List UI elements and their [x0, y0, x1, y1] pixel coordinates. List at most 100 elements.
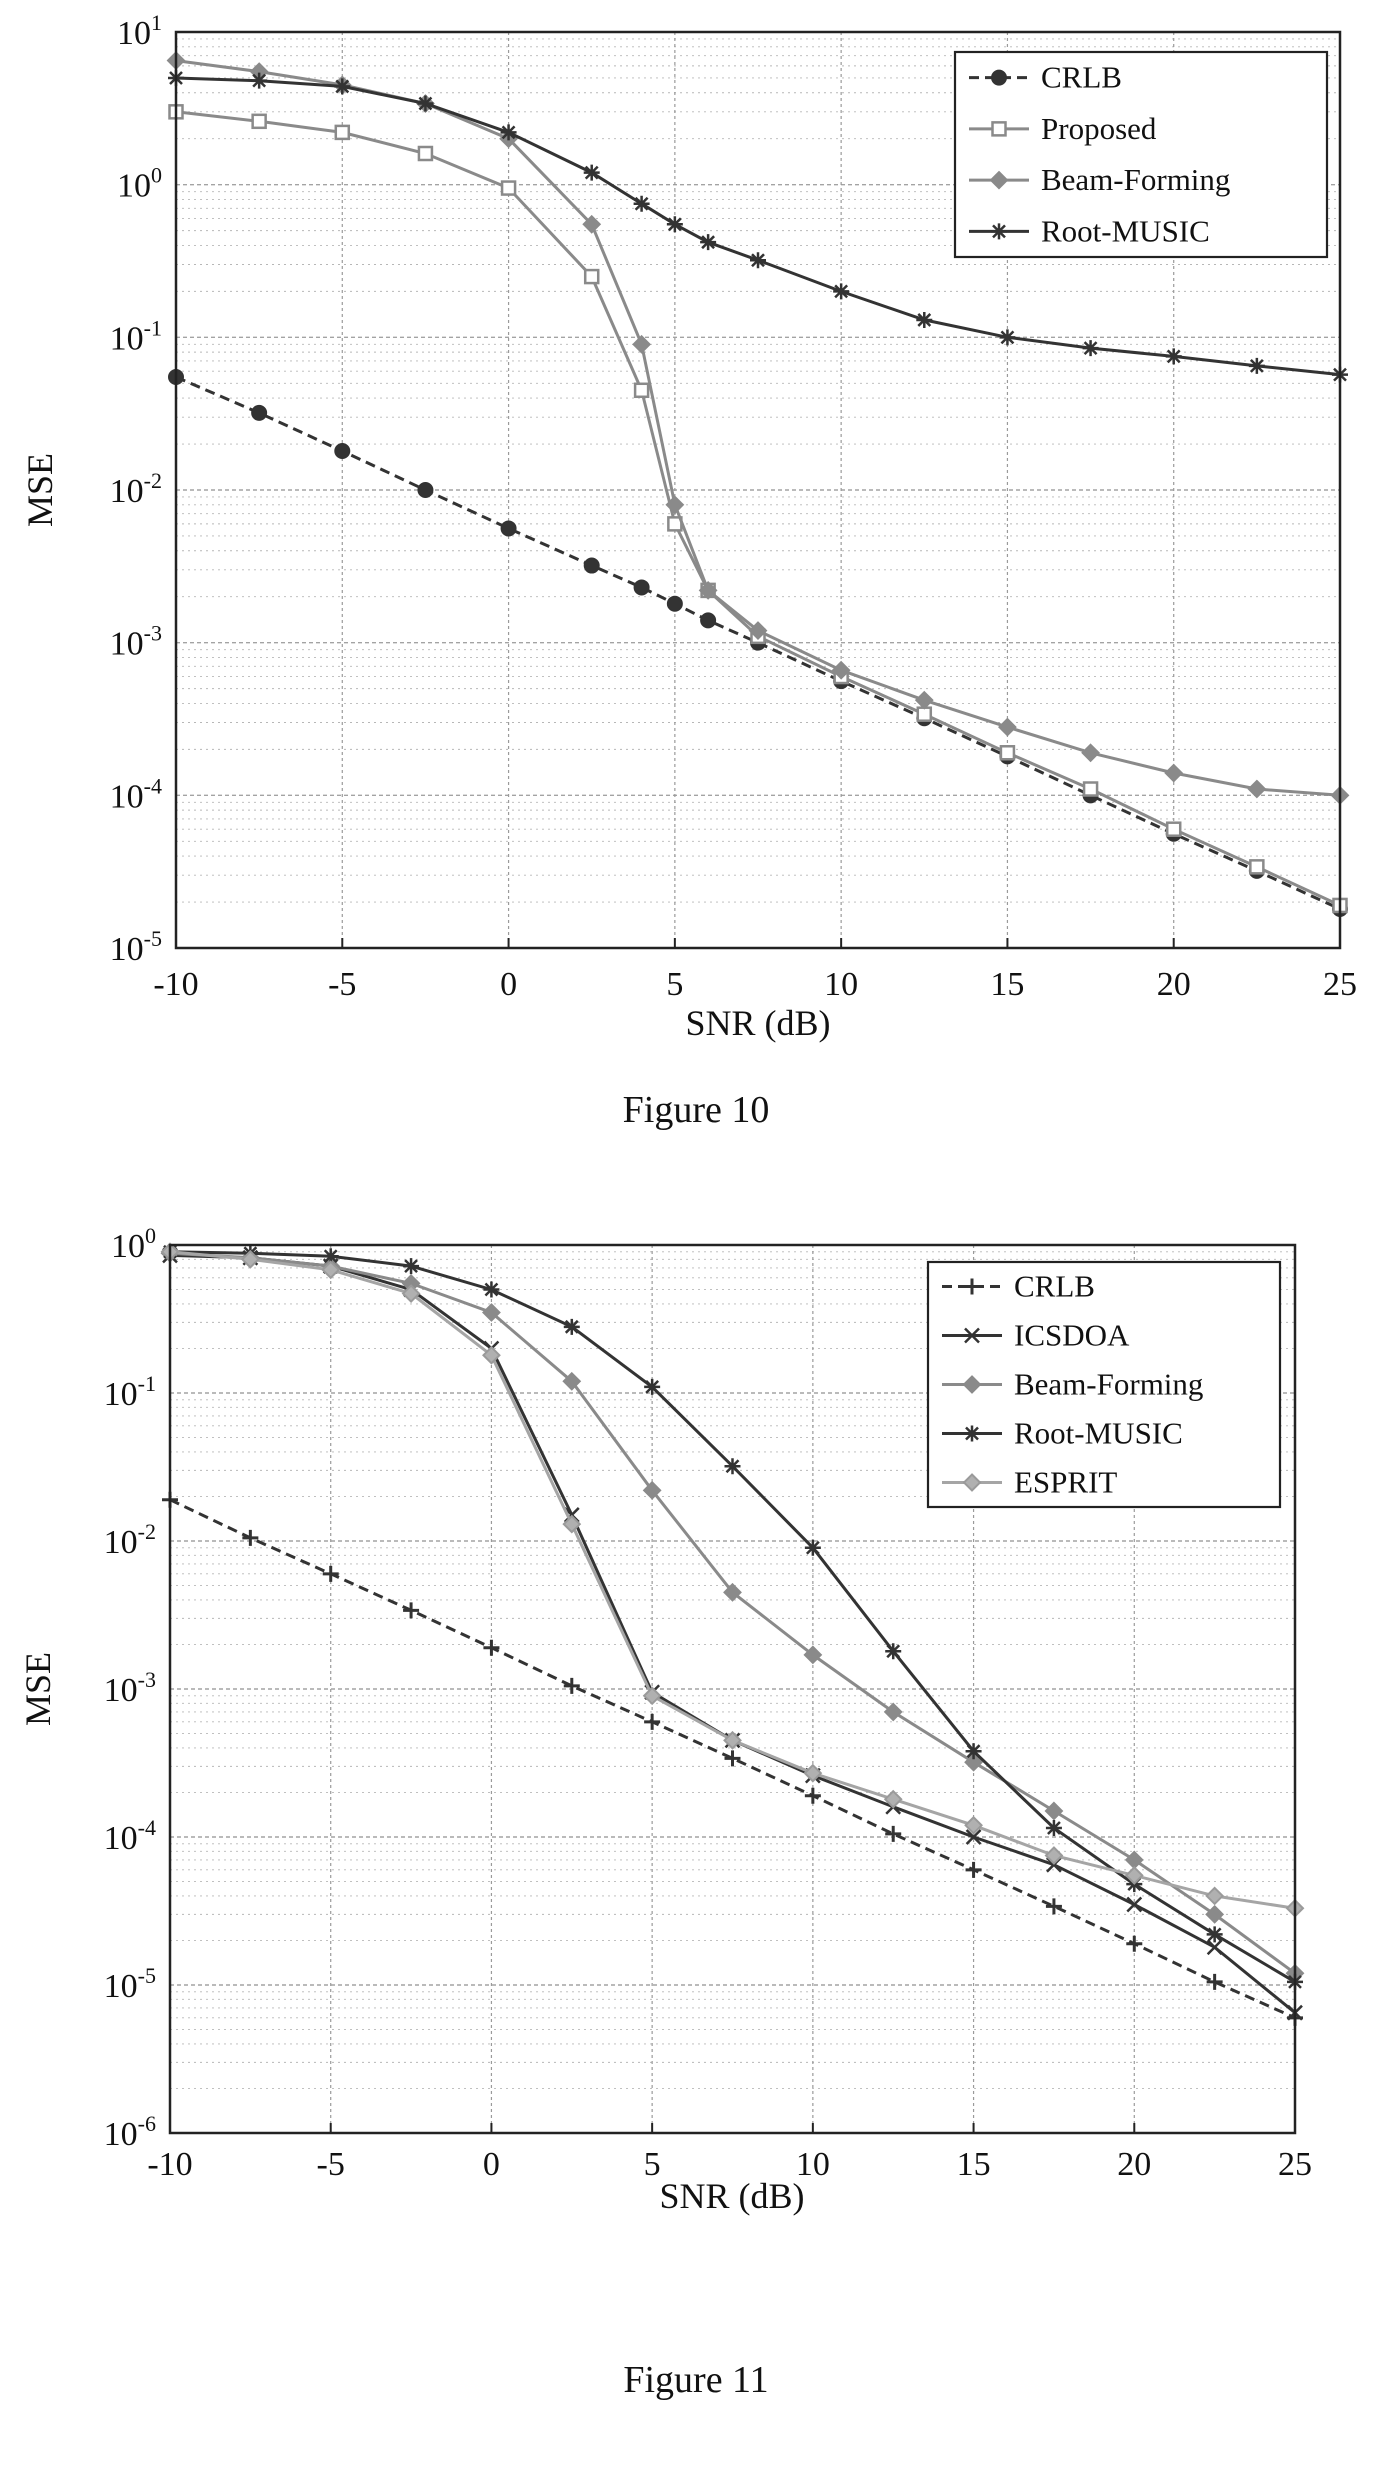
y-tick-label: 10-6	[104, 2111, 156, 2153]
legend-swatch-marker	[991, 69, 1007, 86]
data-point	[482, 1345, 501, 1365]
data-point	[1164, 763, 1184, 783]
y-axis-label: MSE	[20, 453, 60, 527]
legend: CRLB Proposed Beam-Forming Root-MUSIC	[953, 50, 1329, 259]
y-tick-label: 10-2	[110, 468, 162, 510]
data-point	[1082, 340, 1099, 357]
data-point	[1205, 1886, 1225, 1906]
y-tick-label: 10-3	[104, 1667, 156, 1709]
data-point	[1044, 1846, 1064, 1865]
legend-swatch-marker	[964, 1327, 980, 1344]
data-point	[1045, 1820, 1062, 1837]
data-point	[999, 329, 1016, 346]
series-line	[169, 1498, 1296, 2020]
legend-label: ESPRIT	[1014, 1465, 1117, 1500]
plot-frame	[174, 30, 1342, 950]
data-point	[321, 1260, 341, 1280]
data-point	[563, 1318, 580, 1335]
data-point	[833, 283, 850, 300]
data-point	[700, 612, 717, 629]
data-point	[563, 1677, 580, 1694]
figure-10-caption: Figure 10	[623, 1089, 770, 1131]
data-point	[803, 1763, 823, 1783]
data-point	[916, 311, 933, 328]
x-tick-label: -10	[147, 2146, 192, 2183]
data-point	[803, 1645, 823, 1665]
data-point	[562, 1514, 582, 1534]
legend-label: Root-MUSIC	[1014, 1416, 1183, 1451]
data-point	[1248, 357, 1265, 374]
y-tick-label: 10-4	[104, 1815, 156, 1857]
data-point	[334, 78, 351, 95]
data-point	[723, 1730, 742, 1750]
x-tick-label: 20	[1117, 2146, 1151, 2183]
figure-11-chart: -10 -5 0 5 10 15 20 25 100 10-1 10-2 10-3 10-4 10-5 10…	[18, 1223, 1312, 2216]
data-point	[1206, 1973, 1223, 1990]
legend-swatch-marker	[991, 121, 1007, 137]
legend-label: CRLB	[1041, 60, 1122, 95]
data-point	[582, 214, 602, 234]
data-point	[748, 621, 768, 640]
data-point	[666, 216, 683, 233]
data-point	[1044, 1801, 1064, 1821]
x-axis-label: SNR (dB)	[659, 2176, 804, 2216]
legend-item: Proposed	[969, 111, 1157, 146]
data-point	[964, 1752, 983, 1772]
legend-item: ICSDOA	[942, 1318, 1130, 1353]
data-point	[322, 1565, 339, 1582]
data-point	[240, 1249, 260, 1269]
data-point	[964, 1815, 983, 1835]
data-point	[1045, 1898, 1062, 1915]
data-point	[698, 580, 718, 600]
data-point	[334, 443, 351, 460]
legend-label: Beam-Forming	[1041, 162, 1230, 197]
data-point	[322, 1248, 339, 1265]
x-tick-label: 10	[796, 2146, 830, 2183]
x-tick-label: 0	[483, 2146, 500, 2183]
data-point	[1126, 1896, 1143, 1913]
data-point	[885, 1825, 902, 1842]
data-point	[1206, 1939, 1223, 1956]
data-point	[1126, 1935, 1143, 1952]
data-point	[724, 1458, 741, 1475]
data-point	[1206, 1926, 1223, 1943]
data-point	[883, 1789, 903, 1809]
legend-label: Beam-Forming	[1014, 1367, 1203, 1402]
x-tick-label: 25	[1323, 966, 1357, 1003]
legend-swatch-marker	[991, 223, 1007, 240]
y-tick-label: 10-3	[110, 621, 162, 663]
data-point	[483, 1639, 500, 1656]
x-tick-label: 10	[824, 966, 858, 1003]
data-point	[482, 1303, 501, 1322]
data-point	[724, 1750, 741, 1767]
data-point	[965, 1829, 982, 1845]
x-tick-label: -5	[317, 2146, 345, 2183]
legend-item: CRLB	[969, 60, 1122, 95]
data-point	[642, 1480, 662, 1500]
data-point	[632, 334, 652, 354]
x-tick-label: 15	[957, 2146, 991, 2183]
data-point	[965, 1743, 982, 1760]
data-point	[804, 1787, 821, 1804]
data-point	[633, 579, 650, 596]
data-point	[700, 234, 717, 251]
x-tick-label: 5	[644, 2146, 661, 2183]
data-point	[562, 1371, 582, 1391]
data-point	[251, 404, 268, 421]
data-point	[242, 1529, 259, 1546]
data-point	[965, 1861, 982, 1878]
data-point	[1249, 859, 1265, 875]
data-point	[831, 660, 851, 680]
data-point	[998, 717, 1017, 737]
data-point	[723, 1582, 742, 1602]
data-point	[417, 145, 434, 162]
figure-11-caption: Figure 11	[623, 2359, 768, 2401]
x-tick-label: 0	[500, 966, 517, 1003]
data-point	[883, 1702, 903, 1722]
data-point	[1081, 743, 1100, 763]
data-point	[1205, 1904, 1225, 1924]
x-tick-label: 20	[1157, 966, 1191, 1003]
data-point	[403, 1602, 420, 1619]
data-point	[401, 1284, 421, 1303]
